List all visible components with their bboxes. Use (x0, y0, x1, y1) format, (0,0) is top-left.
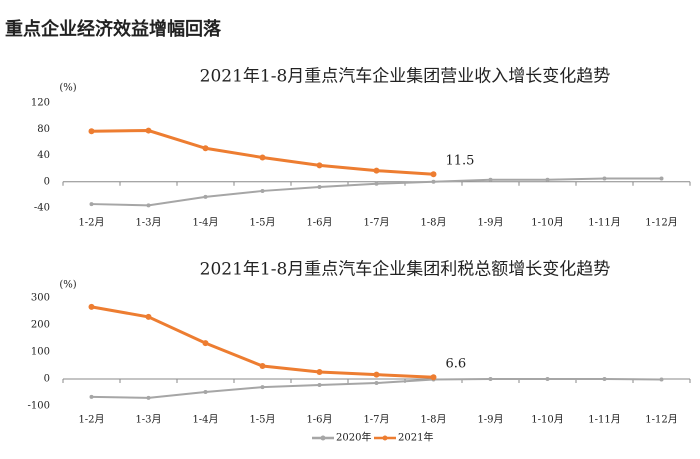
x-tick-label: 1-10月 (531, 414, 563, 426)
x-tick-label: 1-8月 (420, 217, 446, 229)
page-title: 重点企业经济效益增幅回落 (5, 18, 222, 40)
data-point (430, 171, 437, 178)
x-tick-label: 1-5月 (249, 414, 275, 426)
y-tick-label: 100 (31, 347, 50, 358)
x-tick-label: 1-5月 (249, 217, 275, 229)
data-point (202, 145, 209, 152)
data-point (430, 374, 437, 381)
data-point (259, 154, 266, 161)
x-tick-label: 1-7月 (363, 217, 389, 229)
data-point (317, 382, 322, 387)
x-tick-label: 1-12月 (645, 414, 677, 426)
x-tick-label: 1-3月 (135, 414, 161, 426)
data-point (316, 368, 323, 375)
data-point (602, 377, 607, 381)
data-point (146, 203, 151, 208)
data-point (202, 340, 209, 347)
data-point (88, 303, 95, 310)
legend-marker (320, 435, 326, 441)
data-point (260, 385, 265, 390)
x-tick-label: 1-2月 (78, 217, 104, 229)
legend-marker (382, 435, 388, 441)
legend-label: 2020年 (336, 431, 371, 444)
data-point (545, 177, 550, 182)
y-tick-label: 120 (31, 98, 50, 109)
x-tick-label: 1-11月 (588, 217, 620, 229)
y-axis-label: (%) (59, 280, 76, 291)
data-point (89, 394, 94, 399)
y-tick-label: 200 (31, 320, 50, 331)
data-point (316, 162, 323, 169)
data-point (317, 185, 322, 189)
x-tick-label: 1-10月 (531, 217, 563, 229)
data-point (260, 188, 265, 193)
x-tick-label: 1-4月 (192, 414, 218, 426)
chart-title: 2021年1-8月重点汽车企业集团利税总额增长变化趋势 (200, 260, 611, 280)
y-axis-label: (%) (59, 83, 76, 94)
data-point (431, 179, 436, 184)
y-tick-label: 0 (44, 374, 50, 385)
x-tick-label: 1-11月 (588, 414, 620, 426)
x-tick-label: 1-6月 (306, 414, 332, 426)
x-tick-label: 1-7月 (363, 414, 389, 426)
data-point (488, 377, 493, 381)
data-point (659, 377, 664, 382)
x-tick-label: 1-9月 (477, 217, 503, 229)
data-point (146, 395, 151, 400)
data-label: 11.5 (446, 154, 475, 169)
chart-title: 2021年1-8月重点汽车企业集团营业收入增长变化趋势 (200, 67, 611, 87)
data-point (259, 363, 266, 370)
y-tick-label: 80 (37, 124, 50, 135)
x-tick-label: 1-2月 (78, 414, 104, 426)
data-point (374, 381, 379, 386)
y-tick-label: -40 (34, 203, 50, 214)
data-point (374, 181, 379, 186)
data-point (88, 128, 95, 135)
y-tick-label: 0 (44, 176, 50, 187)
x-tick-label: 1-8月 (420, 414, 446, 426)
x-tick-label: 1-4月 (192, 217, 218, 229)
data-point (373, 371, 380, 378)
data-point (488, 177, 493, 182)
data-point (659, 176, 664, 181)
data-point (203, 389, 208, 394)
series-line (91, 129, 434, 176)
data-point (89, 202, 94, 207)
y-tick-label: 300 (31, 293, 50, 304)
y-tick-label: -100 (28, 401, 50, 412)
data-point (145, 127, 152, 134)
data-point (602, 176, 607, 181)
data-point (373, 167, 380, 174)
data-point (203, 194, 208, 199)
data-label: 6.6 (446, 357, 467, 372)
x-tick-label: 1-6月 (306, 217, 332, 229)
x-tick-label: 1-3月 (135, 217, 161, 229)
x-tick-label: 1-12月 (645, 217, 677, 229)
x-tick-label: 1-9月 (477, 414, 503, 426)
data-point (545, 377, 550, 381)
y-tick-label: 40 (37, 150, 50, 161)
data-point (145, 313, 152, 320)
legend-label: 2021年 (398, 431, 433, 444)
